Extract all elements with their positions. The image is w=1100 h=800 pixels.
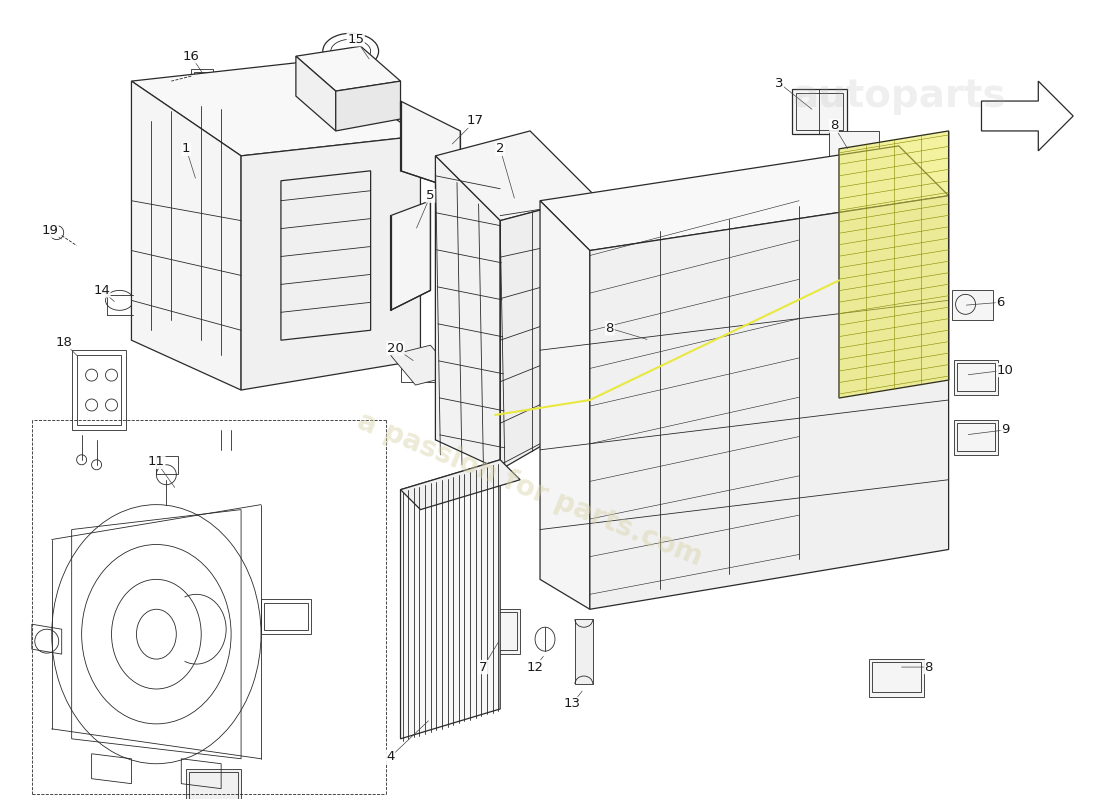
Text: 1: 1 — [182, 142, 190, 155]
Bar — [195, 72, 210, 82]
Bar — [72, 350, 126, 430]
Polygon shape — [500, 196, 595, 470]
Polygon shape — [540, 146, 948, 250]
Bar — [869, 659, 924, 697]
Text: 15: 15 — [348, 33, 364, 46]
Polygon shape — [296, 46, 400, 91]
Text: 4: 4 — [386, 750, 395, 763]
Text: 16: 16 — [183, 50, 200, 62]
Polygon shape — [540, 201, 590, 610]
Text: 10: 10 — [997, 364, 1014, 377]
Text: 3: 3 — [776, 77, 783, 90]
Bar — [189, 772, 238, 800]
Bar — [493, 612, 517, 650]
Bar — [575, 619, 593, 684]
Polygon shape — [296, 56, 336, 131]
Polygon shape — [839, 131, 948, 398]
Bar — [957, 363, 996, 391]
Bar — [191, 69, 213, 85]
Bar — [493, 373, 532, 398]
Text: 2: 2 — [496, 142, 505, 155]
Bar — [77, 355, 121, 425]
Text: 20: 20 — [387, 342, 404, 354]
Polygon shape — [436, 156, 500, 470]
Text: 5: 5 — [426, 190, 434, 202]
Bar — [186, 769, 241, 800]
Text: 8: 8 — [924, 661, 933, 674]
Bar — [491, 610, 520, 654]
Text: 7: 7 — [478, 661, 487, 674]
Text: 11: 11 — [147, 455, 165, 468]
Text: 8: 8 — [606, 322, 614, 334]
Bar — [954, 420, 999, 455]
Bar — [796, 93, 843, 130]
Text: 18: 18 — [55, 336, 73, 349]
Bar — [957, 423, 996, 451]
Bar — [872, 662, 921, 692]
Polygon shape — [132, 81, 241, 390]
Polygon shape — [981, 81, 1074, 151]
Text: 14: 14 — [94, 284, 110, 297]
Polygon shape — [400, 460, 520, 510]
Bar — [491, 370, 535, 402]
Text: 6: 6 — [997, 296, 1004, 309]
Bar — [792, 89, 847, 134]
Text: 9: 9 — [1001, 423, 1010, 436]
Polygon shape — [132, 61, 420, 156]
Bar — [156, 456, 178, 474]
Polygon shape — [241, 136, 420, 390]
Text: 12: 12 — [527, 661, 543, 674]
Text: 17: 17 — [466, 114, 484, 127]
Polygon shape — [336, 81, 400, 131]
Polygon shape — [436, 131, 595, 221]
Text: 13: 13 — [563, 698, 581, 710]
Text: 19: 19 — [42, 224, 58, 237]
Polygon shape — [400, 460, 500, 739]
Bar — [261, 599, 311, 634]
Polygon shape — [400, 101, 460, 190]
Polygon shape — [390, 201, 430, 310]
Text: 8: 8 — [829, 119, 838, 133]
Text: autoparts: autoparts — [792, 77, 1005, 115]
Bar — [829, 131, 879, 166]
Bar — [952, 290, 993, 320]
Bar — [954, 360, 999, 395]
Polygon shape — [590, 196, 948, 610]
Text: a passion for parts.com: a passion for parts.com — [353, 407, 707, 572]
Bar — [400, 357, 436, 382]
Bar — [264, 603, 308, 630]
Polygon shape — [390, 345, 455, 385]
